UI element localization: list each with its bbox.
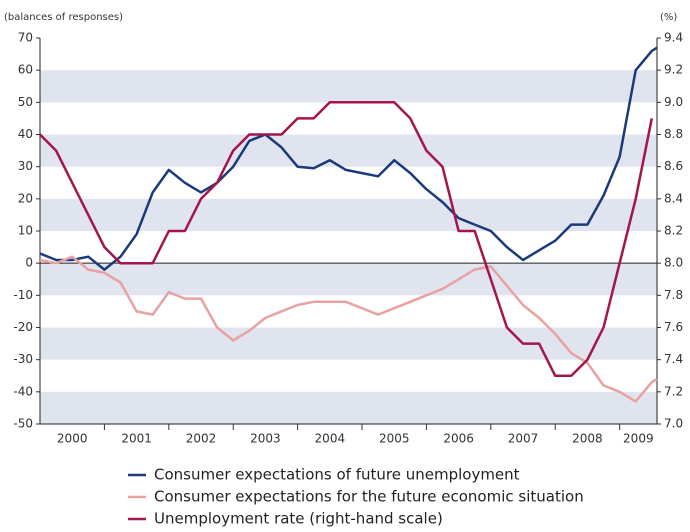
y-tick-label: -20 <box>13 320 33 334</box>
y-tick-label: 10 <box>18 224 33 238</box>
x-tick-label: 2005 <box>379 432 410 446</box>
series-line <box>39 255 658 403</box>
grid-band <box>40 198 657 231</box>
y-tick-label: -30 <box>13 352 33 366</box>
y2-tick-label: 8.6 <box>664 159 683 173</box>
x-tick-label: 2007 <box>508 432 539 446</box>
y-tick-label: -50 <box>13 417 33 431</box>
y2-tick-label: 7.6 <box>664 320 683 334</box>
y-tick-label: 30 <box>18 159 33 173</box>
y2-tick-label: 8.8 <box>664 127 683 141</box>
grid-band <box>40 70 657 103</box>
y2-tick-label: 7.2 <box>664 384 683 398</box>
y2-tick-label: 9.0 <box>664 95 683 109</box>
legend-label: Unemployment rate (right-hand scale) <box>154 510 443 528</box>
y-axis-label: (balances of responses) <box>4 12 123 23</box>
y2-tick-label: 8.2 <box>664 224 683 238</box>
y-tick-label: 60 <box>18 63 33 77</box>
y2-tick-label: 9.2 <box>664 63 683 77</box>
x-tick-label: 2002 <box>186 432 217 446</box>
y2-tick-label: 8.0 <box>664 256 683 270</box>
x-tick-label: 2001 <box>121 432 152 446</box>
x-tick-label: 2009 <box>623 432 654 446</box>
y2-tick-label: 7.0 <box>664 417 683 431</box>
x-tick-label: 2004 <box>315 432 346 446</box>
y2-tick-label: 7.8 <box>664 288 683 302</box>
grid-band <box>40 391 657 424</box>
x-tick-label: 2003 <box>250 432 281 446</box>
x-tick-label: 2008 <box>572 432 603 446</box>
y2-axis-label: (%) <box>660 12 677 23</box>
y-tick-label: -40 <box>13 384 33 398</box>
y-tick-label: 70 <box>18 31 33 45</box>
x-tick-label: 2006 <box>443 432 474 446</box>
series-line <box>39 46 658 271</box>
y-tick-label: 20 <box>18 191 33 205</box>
y-tick-label: -10 <box>13 288 33 302</box>
grid-band <box>40 263 657 296</box>
y-tick-label: 40 <box>18 127 33 141</box>
x-tick-label: 2000 <box>57 432 88 446</box>
legend-label: Consumer expectations of future unemploy… <box>154 466 520 484</box>
y-tick-label: 0 <box>25 256 33 270</box>
legend-label: Consumer expectations for the future eco… <box>154 488 584 506</box>
y2-tick-label: 7.4 <box>664 352 683 366</box>
grid-band <box>40 134 657 167</box>
y2-tick-label: 8.4 <box>664 191 683 205</box>
y2-tick-label: 9.4 <box>664 31 683 45</box>
y-tick-label: 50 <box>18 95 33 109</box>
series-line <box>39 101 654 378</box>
